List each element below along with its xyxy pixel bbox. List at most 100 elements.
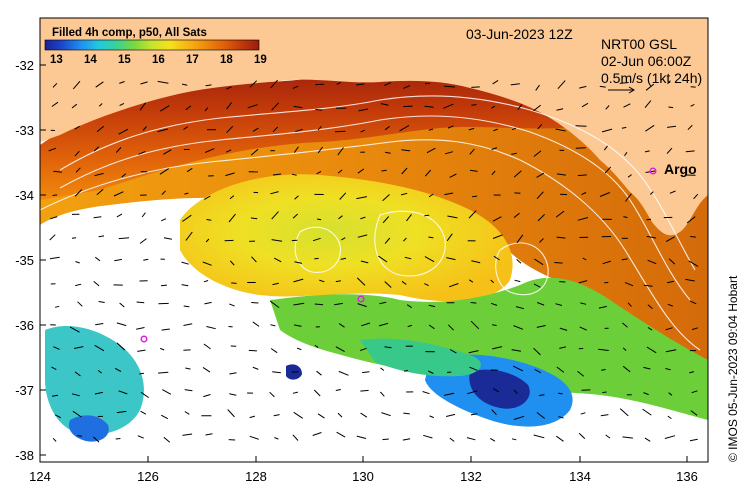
- y-tick-label: -34: [15, 188, 34, 203]
- velocity-arrow: [160, 347, 165, 351]
- velocity-arrow: [51, 366, 57, 371]
- velocity-arrow: [292, 85, 299, 89]
- velocity-arrow: [71, 103, 78, 109]
- velocity-arrow: [357, 168, 365, 174]
- scale-arrow: [608, 86, 635, 94]
- velocity-arrow: [358, 108, 369, 112]
- velocity-arrow: [339, 192, 347, 200]
- velocity-arrow: [356, 277, 366, 286]
- velocity-arrow: [647, 304, 653, 309]
- velocity-arrow: [95, 323, 104, 326]
- velocity-arrow: [381, 169, 387, 172]
- velocity-arrow: [470, 302, 477, 304]
- velocity-arrow: [182, 433, 193, 436]
- velocity-arrow: [272, 173, 282, 176]
- velocity-arrow: [400, 192, 408, 196]
- velocity-arrow: [317, 126, 322, 131]
- velocity-arrow: [691, 390, 698, 394]
- velocity-arrow: [137, 349, 146, 352]
- x-tick-label: 130: [352, 469, 374, 484]
- velocity-arrow: [229, 195, 235, 200]
- velocity-arrow: [271, 102, 280, 111]
- velocity-arrow: [48, 147, 57, 152]
- velocity-arrow: [294, 261, 303, 264]
- velocity-arrow: [517, 104, 523, 111]
- velocity-arrow: [361, 322, 371, 327]
- velocity-arrow: [688, 260, 699, 267]
- velocity-arrow: [357, 234, 368, 238]
- velocity-arrow: [338, 370, 349, 376]
- velocity-arrow: [533, 347, 541, 356]
- velocity-arrow: [689, 438, 698, 442]
- colorbar-tick-label: 16: [152, 54, 165, 66]
- velocity-arrow: [380, 103, 389, 106]
- velocity-arrow: [668, 258, 676, 265]
- velocity-arrow: [580, 412, 586, 415]
- velocity-arrow: [116, 322, 127, 327]
- velocity-arrow: [665, 327, 673, 331]
- velocity-arrow: [252, 127, 259, 132]
- velocity-arrow: [143, 258, 149, 261]
- velocity-arrow: [469, 169, 478, 172]
- velocity-arrow: [665, 349, 677, 353]
- velocity-arrow: [140, 410, 147, 415]
- velocity-arrow: [136, 327, 145, 330]
- colorbar: [44, 39, 260, 51]
- velocity-arrow: [250, 217, 258, 220]
- velocity-arrow: [533, 150, 542, 157]
- velocity-arrow: [443, 103, 454, 109]
- velocity-arrow: [202, 261, 212, 266]
- velocity-arrow: [605, 105, 610, 110]
- velocity-arrow: [160, 284, 167, 287]
- velocity-arrow: [403, 237, 407, 242]
- velocity-arrow: [94, 391, 103, 395]
- velocity-arrow: [140, 391, 149, 399]
- velocity-arrow: [183, 323, 193, 326]
- velocity-arrow: [422, 391, 430, 395]
- velocity-arrow: [555, 210, 565, 218]
- velocity-arrow: [54, 305, 60, 308]
- velocity-arrow: [51, 101, 59, 107]
- velocity-arrow: [691, 327, 699, 331]
- velocity-arrow: [71, 237, 77, 239]
- velocity-arrow: [338, 215, 343, 220]
- velocity-arrow: [340, 257, 347, 260]
- velocity-arrow: [337, 412, 343, 418]
- velocity-arrow: [491, 105, 496, 109]
- velocity-arrow: [581, 192, 587, 196]
- velocity-arrow: [492, 346, 503, 350]
- velocity-arrow: [667, 415, 672, 420]
- velocity-arrow: [444, 85, 456, 88]
- velocity-arrow: [555, 303, 563, 306]
- velocity-arrow: [646, 235, 657, 239]
- velocity-arrow: [511, 438, 517, 441]
- velocity-arrow: [94, 256, 101, 262]
- velocity-arrow: [644, 437, 651, 442]
- velocity-arrow: [689, 371, 695, 374]
- velocity-arrow: [472, 195, 478, 198]
- velocity-arrow: [142, 126, 147, 131]
- velocity-arrow: [665, 368, 671, 371]
- velocity-arrow: [446, 233, 453, 242]
- velocity-arrow: [137, 435, 144, 439]
- velocity-arrow: [666, 147, 673, 154]
- velocity-arrow: [205, 238, 210, 243]
- velocity-arrow: [533, 283, 541, 288]
- velocity-arrow: [338, 323, 345, 328]
- velocity-arrow: [74, 125, 80, 130]
- velocity-arrow: [424, 105, 434, 108]
- velocity-arrow: [229, 393, 237, 396]
- velocity-arrow: [183, 126, 189, 130]
- velocity-arrow: [537, 302, 545, 306]
- velocity-arrow: [403, 369, 409, 372]
- velocity-arrow: [384, 151, 391, 154]
- velocity-arrow: [513, 170, 522, 178]
- cold-core: [469, 369, 530, 409]
- velocity-arrow: [644, 100, 652, 109]
- velocity-arrow: [228, 213, 236, 223]
- velocity-arrow: [69, 326, 80, 333]
- velocity-arrow: [667, 80, 671, 85]
- velocity-arrow: [647, 259, 657, 265]
- velocity-arrow: [536, 172, 545, 178]
- velocity-arrow: [446, 257, 456, 261]
